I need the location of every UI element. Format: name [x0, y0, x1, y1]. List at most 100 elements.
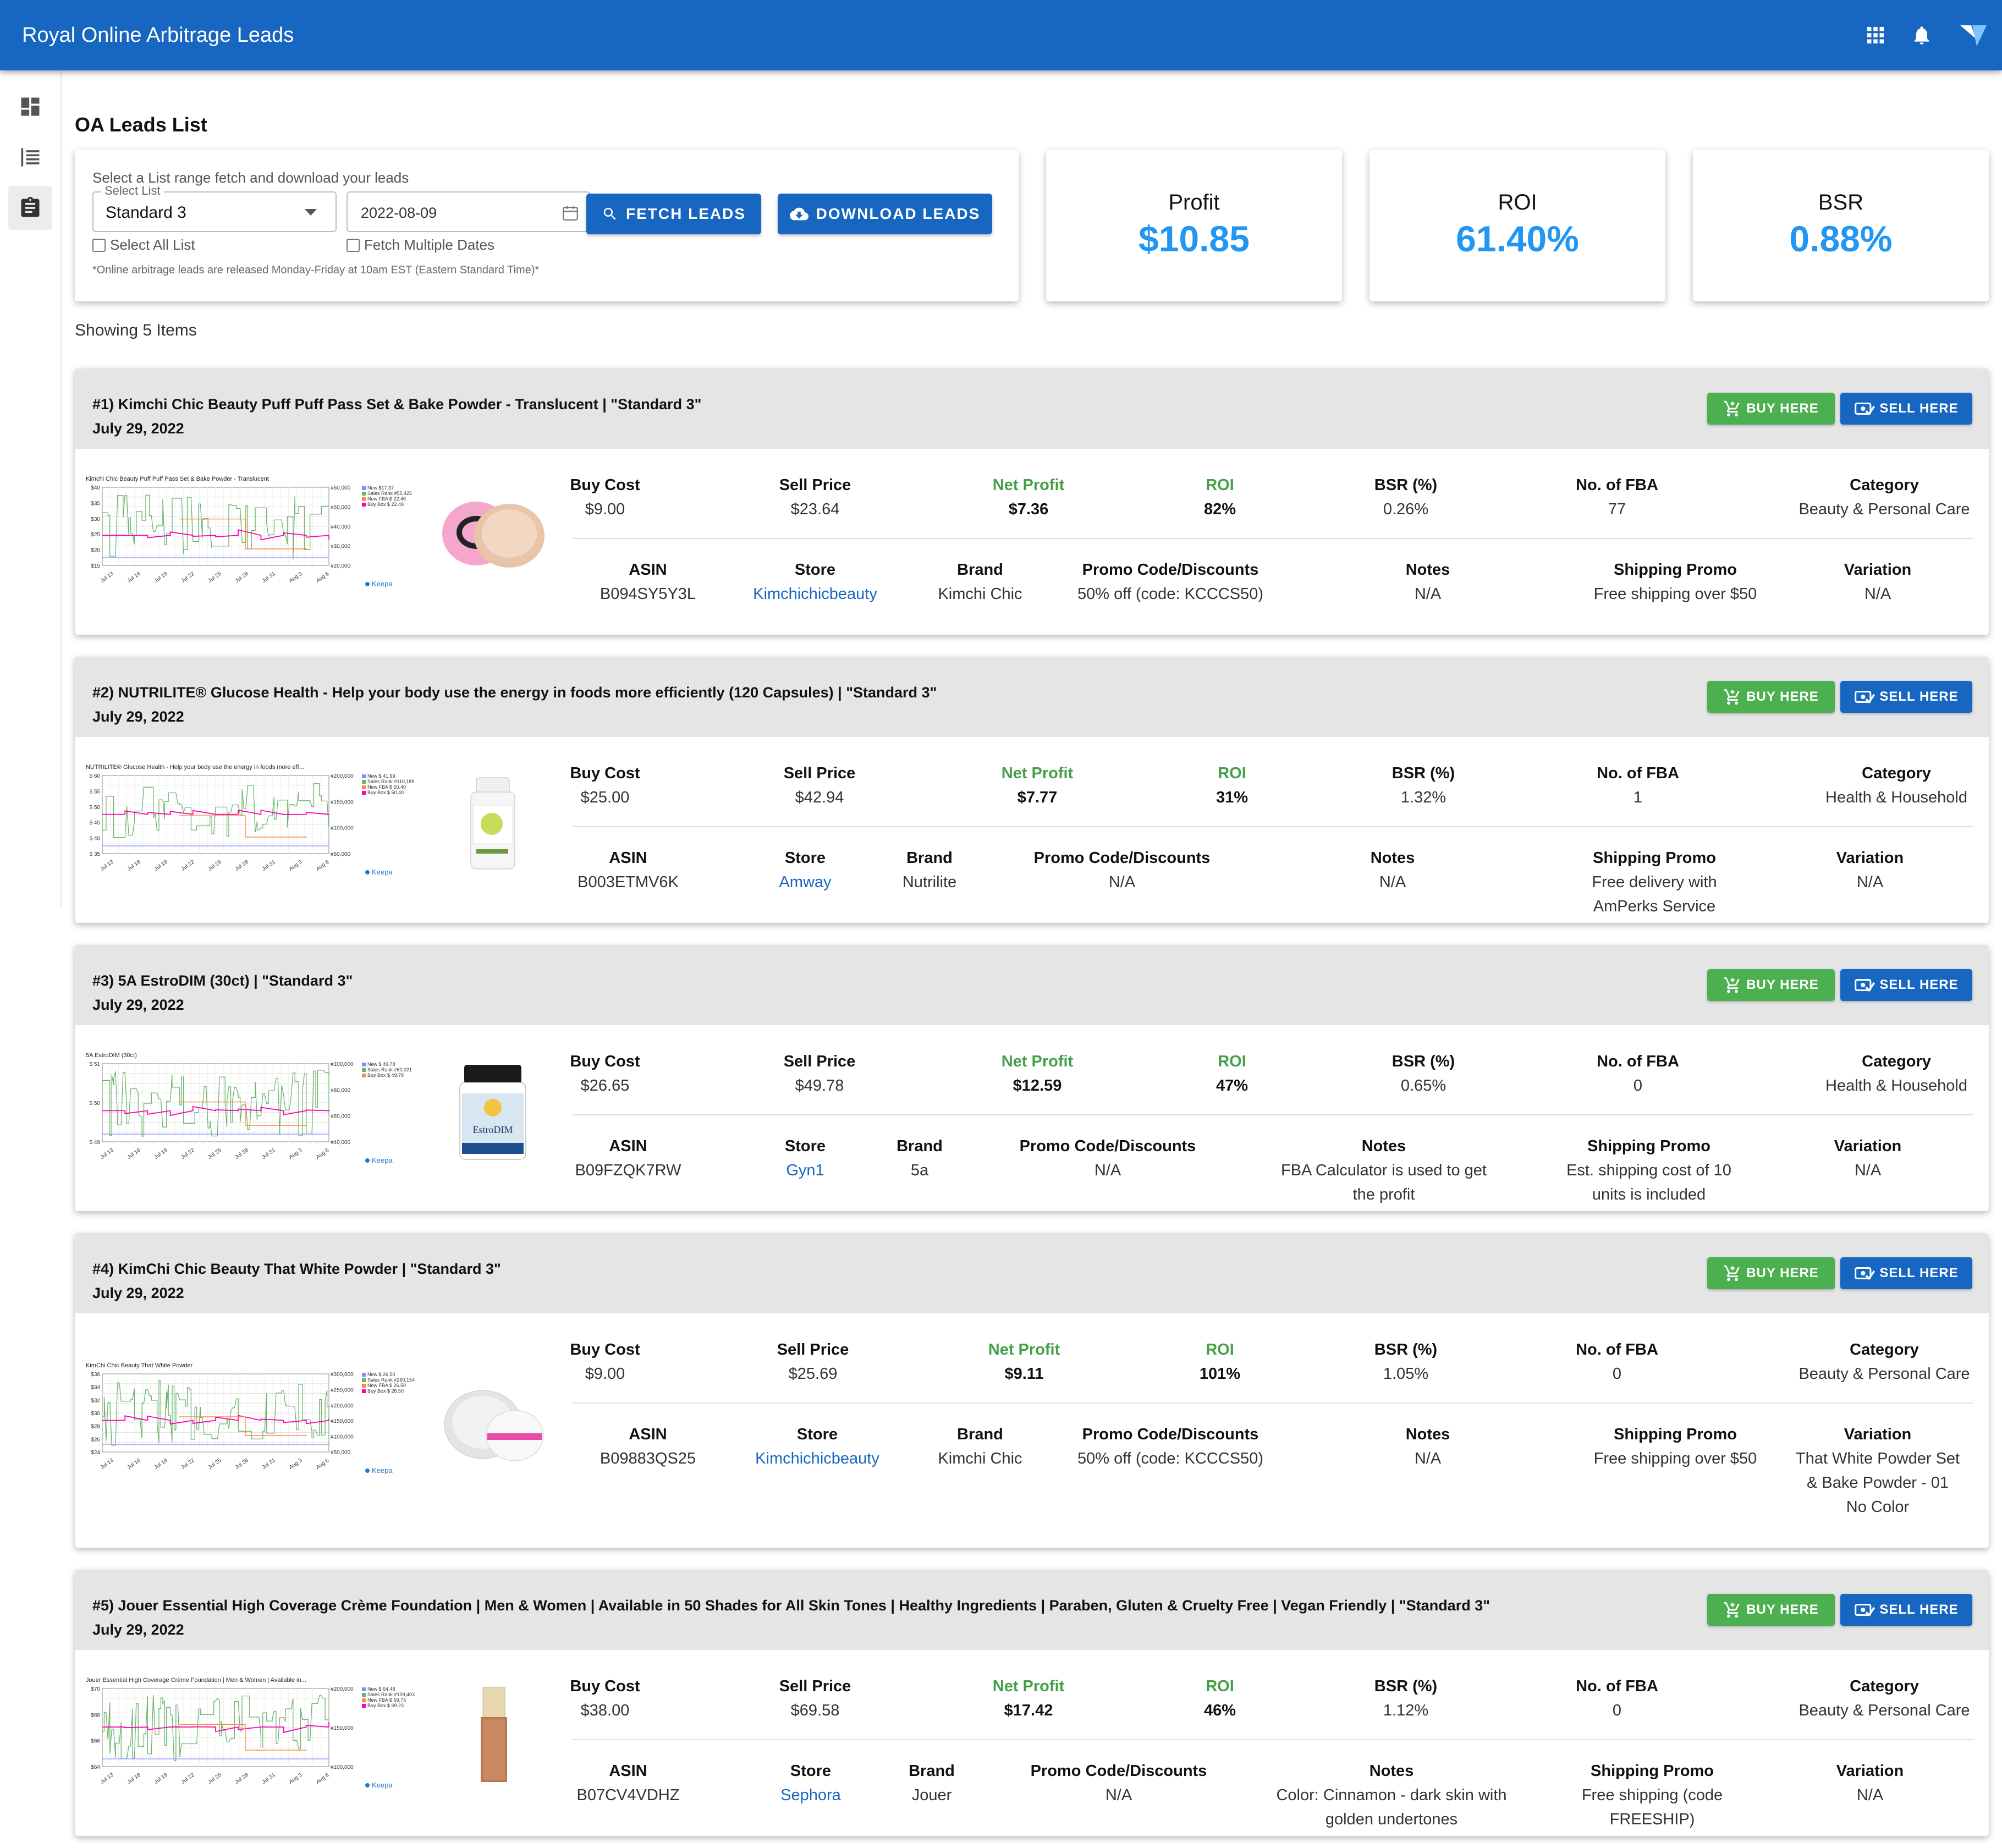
- checkbox-box[interactable]: [92, 238, 106, 252]
- keepa-price-chart[interactable]: NUTRILITE® Glucose Health - Help your bo…: [82, 761, 440, 880]
- field-notes: Notes Color: Cinnamon - dark skin with go…: [1276, 1759, 1507, 1832]
- legend-swatch: [362, 486, 366, 490]
- field-value: 5a: [910, 1162, 929, 1179]
- sell-here-button[interactable]: SELL HERE: [1840, 393, 1972, 425]
- field-store[interactable]: Store Kimchichicbeauty: [735, 1422, 900, 1471]
- cloud-download-icon: [789, 207, 809, 221]
- store-link[interactable]: Gyn1: [786, 1162, 824, 1179]
- field-label: Shipping Promo: [1593, 849, 1716, 867]
- field-value: FBA Calculator is used to get the profit: [1281, 1162, 1487, 1203]
- y-tick-label: $30: [91, 1411, 100, 1417]
- field-label: No. of FBA: [1576, 1678, 1658, 1695]
- field-notes: Notes N/A: [1312, 558, 1543, 606]
- field-label: ROI: [1206, 1678, 1234, 1695]
- product-thumbnail[interactable]: EstroDIM: [432, 1055, 553, 1165]
- store-link[interactable]: Kimchichicbeauty: [753, 585, 877, 603]
- field-store[interactable]: Store Sephora: [728, 1759, 893, 1807]
- date-field[interactable]: 2022-08-09: [346, 191, 591, 232]
- product-thumbnail[interactable]: [432, 767, 553, 877]
- y-tick-label: $ 60: [90, 773, 101, 779]
- field-bsr: BSR (%) 0.65%: [1352, 1049, 1495, 1098]
- legend-swatch: [362, 1698, 366, 1702]
- field-label: Sell Price: [779, 476, 851, 494]
- cash-icon: [1855, 1604, 1876, 1617]
- field-label: Shipping Promo: [1614, 561, 1737, 579]
- store-link[interactable]: Kimchichicbeauty: [755, 1450, 879, 1467]
- field-notes: Notes FBA Calculator is used to get the p…: [1268, 1134, 1499, 1207]
- field-label: Variation: [1844, 1426, 1912, 1443]
- sell-here-label: SELL HERE: [1879, 1602, 1959, 1617]
- legend-swatch: [362, 1389, 366, 1393]
- field-label: ASIN: [629, 561, 667, 579]
- sidebar-item-clipboard[interactable]: [8, 186, 52, 230]
- buy-here-button[interactable]: BUY HERE: [1707, 1257, 1835, 1289]
- bell-icon[interactable]: [1911, 24, 1933, 46]
- sell-here-button[interactable]: SELL HERE: [1840, 1594, 1972, 1626]
- field-asin: ASIN B094SY5Y3L: [557, 558, 739, 606]
- field-value: N/A: [1864, 585, 1891, 603]
- field-store[interactable]: Store Amway: [723, 846, 888, 894]
- legend-swatch: [362, 492, 366, 496]
- select-value: Standard 3: [106, 204, 186, 222]
- buy-here-button[interactable]: BUY HERE: [1707, 393, 1835, 425]
- select-all-checkbox[interactable]: Select All List: [92, 237, 195, 254]
- product-thumbnail[interactable]: [432, 1680, 553, 1790]
- lead-title: #1) Kimchi Chic Beauty Puff Puff Pass Se…: [92, 396, 702, 413]
- list-select[interactable]: Select List Standard 3: [92, 184, 337, 232]
- sidebar-item-list[interactable]: [8, 135, 52, 179]
- chart-title: Jouer Essential High Coverage Crème Foun…: [86, 1677, 306, 1684]
- field-value: 77: [1608, 501, 1626, 518]
- field-label: Store: [784, 1137, 826, 1155]
- legend-label: Buy Box $ 26.50: [367, 1388, 404, 1394]
- legend-swatch: [362, 1074, 366, 1077]
- store-link[interactable]: Amway: [779, 873, 832, 891]
- field-label: ROI: [1218, 765, 1246, 782]
- field-value: N/A: [1105, 1786, 1132, 1804]
- keepa-chart[interactable]: KimChi Chic Beauty That White Powder $36 $…: [82, 1360, 440, 1478]
- keepa-chart[interactable]: Kimchi Chic Beauty Puff Puff Pass Set & …: [82, 473, 440, 592]
- legend-label: Sales Rank #260,154: [367, 1377, 415, 1383]
- sell-here-button[interactable]: SELL HERE: [1840, 1257, 1972, 1289]
- y2-tick-label: #150,000: [331, 799, 354, 805]
- calendar-icon[interactable]: [561, 204, 580, 222]
- keepa-price-chart[interactable]: Kimchi Chic Beauty Puff Puff Pass Set & …: [82, 473, 440, 592]
- keepa-price-chart[interactable]: Jouer Essential High Coverage Crème Foun…: [82, 1674, 440, 1793]
- x-tick-label: Jul 28: [234, 1147, 250, 1161]
- field-notes: Notes N/A: [1312, 1422, 1543, 1471]
- sell-here-button[interactable]: SELL HERE: [1840, 681, 1972, 713]
- product-thumbnail[interactable]: [432, 479, 553, 588]
- field-store[interactable]: Store Kimchichicbeauty: [733, 558, 898, 606]
- field-brand: Brand Nutrilite: [858, 846, 1001, 894]
- fetch-leads-label: FETCH LEADS: [626, 205, 746, 222]
- sell-here-button[interactable]: SELL HERE: [1840, 969, 1972, 1001]
- sales-rank-line: [102, 1695, 329, 1761]
- legend-label: Sales Rank #55,425: [367, 491, 412, 496]
- keepa-price-chart[interactable]: 5A EstroDIM (30ct) $ 51 $ 50 $ 49 #100,000 #8…: [82, 1049, 440, 1168]
- field-brand: Brand Kimchi Chic: [909, 1422, 1052, 1471]
- field-sell-price: Sell Price $25.69: [741, 1338, 884, 1386]
- buy-here-button[interactable]: BUY HERE: [1707, 969, 1835, 1001]
- checkbox-box[interactable]: [346, 238, 360, 252]
- legend-label: Sales Rank #109,403: [367, 1692, 415, 1697]
- field-value: Free shipping over $50: [1593, 1450, 1757, 1467]
- y2-tick-label: #200,000: [331, 1403, 354, 1409]
- buy-here-button[interactable]: BUY HERE: [1707, 681, 1835, 713]
- x-tick-label: Jul 19: [153, 1147, 169, 1161]
- download-leads-button[interactable]: DOWNLOAD LEADS: [778, 194, 992, 234]
- apps-grid-icon[interactable]: [1866, 25, 1885, 45]
- product-thumbnail[interactable]: [432, 1365, 553, 1475]
- fetch-leads-button[interactable]: FETCH LEADS: [586, 194, 761, 234]
- field-store[interactable]: Store Gyn1: [723, 1134, 888, 1182]
- sidebar-item-dashboard[interactable]: [8, 85, 52, 129]
- keepa-label: Keepa: [372, 1466, 393, 1475]
- field-value: Health & Household: [1825, 1077, 1967, 1094]
- keepa-price-chart[interactable]: KimChi Chic Beauty That White Powder $36 $…: [82, 1360, 440, 1478]
- row-divider: [572, 826, 1973, 827]
- multiple-dates-checkbox[interactable]: Fetch Multiple Dates: [346, 237, 494, 254]
- keepa-chart[interactable]: NUTRILITE® Glucose Health - Help your bo…: [82, 761, 440, 880]
- logo-icon[interactable]: [1958, 22, 1989, 48]
- store-link[interactable]: Sephora: [780, 1786, 841, 1804]
- keepa-chart[interactable]: 5A EstroDIM (30ct) $ 51 $ 50 $ 49 #100,000 #8…: [82, 1049, 440, 1168]
- keepa-chart[interactable]: Jouer Essential High Coverage Crème Foun…: [82, 1674, 440, 1793]
- buy-here-button[interactable]: BUY HERE: [1707, 1594, 1835, 1626]
